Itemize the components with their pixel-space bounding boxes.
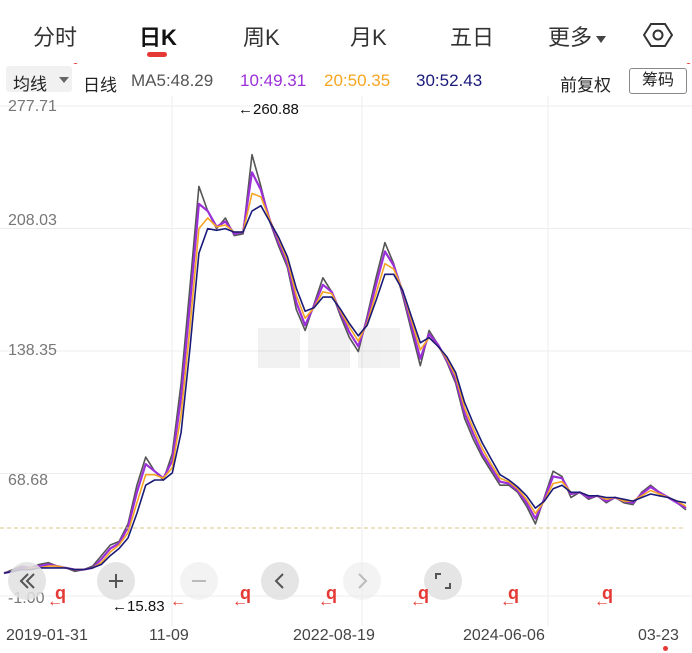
ma5-value: MA5:48.29	[131, 71, 214, 90]
event-marker-label: q	[602, 583, 613, 603]
price-tick: 208.03	[8, 212, 57, 229]
tab-weekly-k[interactable]: 周K	[243, 25, 280, 50]
high-price-annotation: ←260.88	[238, 101, 299, 118]
tab-five-day[interactable]: 五日	[450, 25, 495, 50]
price-tick: 138.35	[8, 342, 57, 359]
watermark	[258, 328, 400, 368]
double-chevron-left-icon	[19, 573, 35, 589]
date-tick: 2019-01-31	[6, 627, 88, 644]
zoom-in-button[interactable]	[97, 562, 135, 600]
event-marker-label: q	[326, 583, 337, 603]
arrow-left-icon: ←	[410, 593, 426, 610]
series-line-ma5	[3, 153, 687, 574]
event-marker[interactable]: q ←	[232, 583, 256, 611]
ma-lines	[3, 153, 687, 575]
arrow-left-icon: ←	[500, 593, 516, 610]
ma20-value: 20:50.35	[324, 71, 391, 90]
chevron-down-icon	[596, 35, 607, 43]
arrow-left-icon: ←	[232, 593, 248, 610]
period-label: 日线	[83, 76, 117, 95]
chevron-left-icon	[274, 573, 284, 589]
chart-grid	[0, 96, 692, 626]
scroll-to-start-button[interactable]	[8, 562, 46, 600]
price-tick: 68.68	[8, 472, 49, 489]
active-tab-indicator	[147, 52, 167, 57]
date-tick: 11-09	[149, 627, 189, 644]
tab-more[interactable]: 更多	[548, 20, 607, 52]
caret-down-icon	[59, 77, 69, 83]
tab-more-label: 更多	[548, 25, 593, 50]
low-price-annotation: ←15.83	[112, 598, 165, 615]
event-marker-label: q	[240, 583, 251, 603]
fullscreen-button[interactable]	[424, 562, 462, 600]
event-marker-label: q	[418, 583, 429, 603]
period-tabs: 分时 日K 周K 月K 五日 更多	[0, 0, 692, 68]
forward-adjust-toggle[interactable]: 前复权	[560, 76, 611, 95]
arrow-left-icon: ←	[47, 593, 63, 610]
chevron-right-icon	[358, 573, 368, 589]
arrow-left-icon: ←	[318, 593, 334, 610]
arrow-left-icon: ←	[170, 593, 186, 610]
plus-icon	[109, 574, 123, 588]
ma30-value: 30:52.43	[416, 71, 483, 90]
fullscreen-icon	[435, 573, 451, 589]
settings-icon[interactable]	[643, 20, 673, 50]
event-marker[interactable]: q ←	[594, 583, 618, 611]
event-marker-label: q	[55, 583, 66, 603]
kline-chart[interactable]	[0, 96, 692, 626]
date-tick: 2024-06-06	[463, 627, 545, 644]
series-line-ma30	[3, 204, 687, 574]
date-tick: 03-23	[638, 627, 679, 644]
tab-daily-k[interactable]: 日K	[139, 25, 177, 50]
event-marker[interactable]: q ←	[47, 583, 71, 611]
scroll-left-button[interactable]	[261, 562, 299, 600]
tab-monthly-k[interactable]: 月K	[350, 25, 387, 50]
notification-dot	[663, 646, 668, 651]
scroll-right-button[interactable]	[343, 562, 381, 600]
ma-info-bar: 均线 日线 MA5:48.29 10:49.31 20:50.35 30:52.…	[0, 64, 692, 96]
event-marker[interactable]: q ←	[318, 583, 342, 611]
chip-distribution-button[interactable]: 筹码	[629, 68, 687, 94]
ma10-value: 10:49.31	[240, 71, 307, 90]
event-marker-label: q	[508, 583, 519, 603]
event-marker[interactable]: ←	[170, 585, 194, 611]
event-marker[interactable]: q ←	[500, 583, 524, 611]
series-line-ma10	[3, 171, 687, 575]
average-line-label: 均线	[13, 75, 47, 94]
event-marker[interactable]: q ←	[410, 583, 434, 611]
zoom-out-button[interactable]	[180, 562, 218, 600]
arrow-left-icon: ←	[594, 593, 610, 610]
minus-icon	[192, 580, 206, 582]
average-line-selector[interactable]: 均线	[6, 66, 72, 94]
price-tick: 277.71	[8, 98, 57, 115]
tab-intraday[interactable]: 分时	[33, 25, 78, 50]
date-tick: 2022-08-19	[293, 627, 375, 644]
